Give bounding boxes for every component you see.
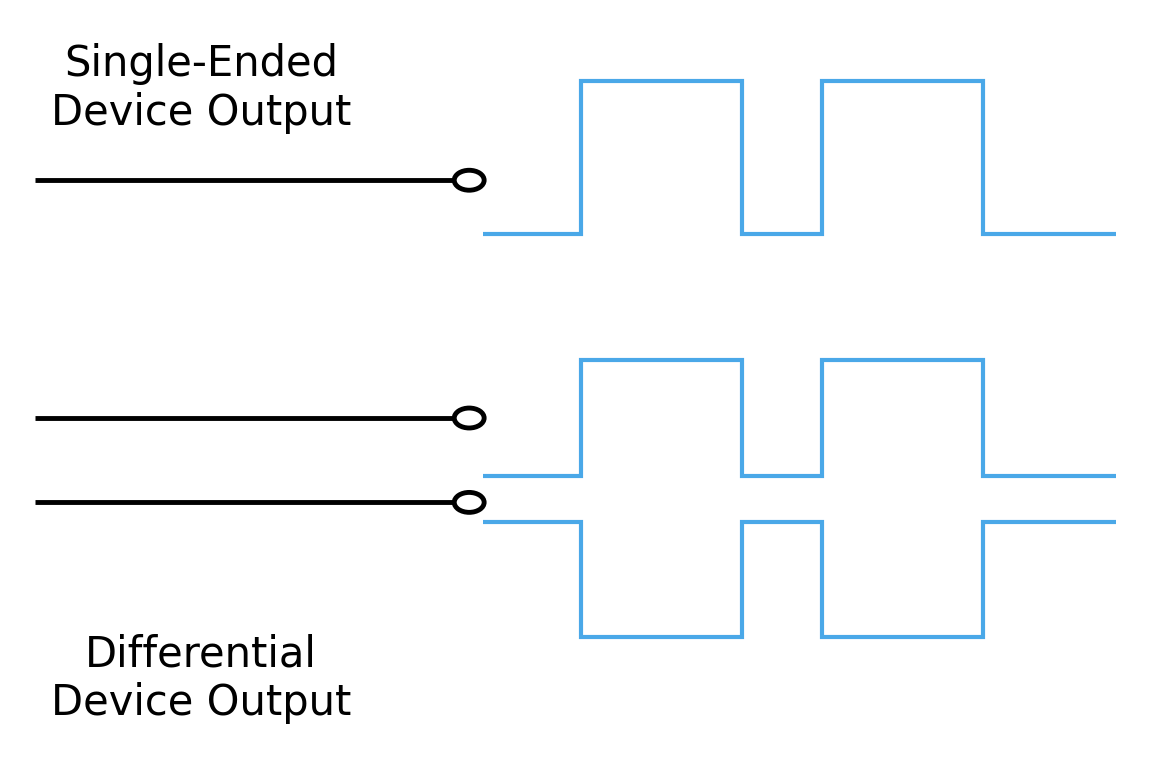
Text: Single-Ended
Device Output: Single-Ended Device Output <box>51 43 352 133</box>
Circle shape <box>454 170 484 190</box>
Circle shape <box>454 408 484 428</box>
Circle shape <box>454 492 484 512</box>
Text: Differential
Device Output: Differential Device Output <box>51 634 352 724</box>
